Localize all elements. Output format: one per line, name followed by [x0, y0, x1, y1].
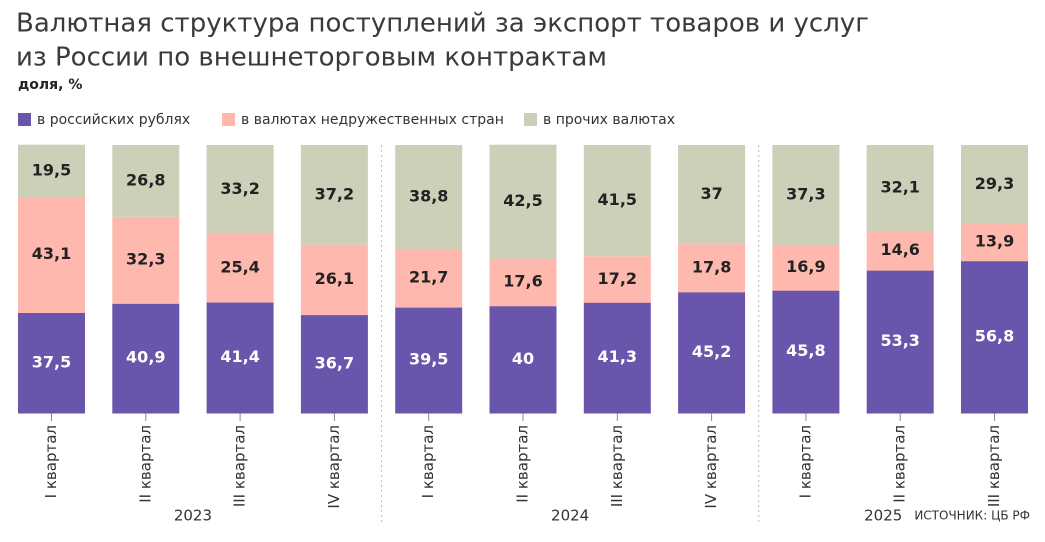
bar-segment — [18, 312, 85, 414]
value-label: 37,5 — [32, 352, 71, 371]
value-label: 14,6 — [880, 240, 919, 259]
x-tick-label: I квартал — [419, 425, 437, 498]
value-label: 32,3 — [126, 250, 165, 269]
bar-segment — [300, 314, 368, 414]
value-label: 26,1 — [315, 269, 354, 288]
legend-label: в прочих валютах — [543, 112, 675, 128]
value-label: 41,3 — [598, 347, 637, 366]
value-label: 41,5 — [598, 190, 637, 209]
bar-segment — [772, 145, 840, 245]
value-label: 40 — [512, 349, 534, 368]
bar-segment — [395, 307, 463, 414]
chart-title: Валютная структура поступлений за экспор… — [16, 9, 869, 39]
bar-segment — [678, 244, 746, 293]
value-label: 17,2 — [598, 269, 637, 288]
x-tick-label: III квартал — [231, 425, 249, 507]
x-tick-label: II квартал — [136, 425, 154, 503]
x-tick-label: IV квартал — [325, 425, 343, 509]
x-tick-label: IV квартал — [702, 425, 720, 509]
x-tick-label: III квартал — [985, 425, 1003, 507]
value-label: 42,5 — [503, 191, 542, 210]
value-label: 36,7 — [315, 353, 354, 372]
bar-segment — [206, 302, 274, 414]
value-label: 21,7 — [409, 268, 448, 287]
bar-segment — [772, 244, 840, 291]
bar-segment — [489, 305, 557, 414]
bar-segment — [489, 258, 557, 307]
year-label: 2024 — [551, 507, 589, 525]
bar-segment — [866, 145, 934, 232]
source: ИСТОЧНИК: ЦБ РФ — [914, 509, 1030, 523]
bar-segment — [961, 145, 1028, 224]
value-label: 45,8 — [786, 341, 825, 360]
x-tick-label: III квартал — [608, 425, 626, 507]
value-label: 19,5 — [32, 160, 71, 179]
legend-swatch — [18, 113, 31, 126]
chart-subtitle: доля, % — [18, 77, 82, 93]
value-label: 39,5 — [409, 350, 448, 369]
bar-segment — [678, 291, 746, 414]
bar-segment — [678, 145, 746, 245]
bar-segment — [112, 216, 180, 304]
bar-segment — [583, 145, 651, 257]
bar-segment — [583, 256, 651, 303]
value-label: 29,3 — [975, 174, 1014, 193]
bar-segment — [300, 244, 368, 316]
value-label: 33,2 — [220, 179, 259, 198]
bar-segment — [300, 145, 368, 245]
value-label: 17,8 — [692, 258, 731, 277]
value-label: 38,8 — [409, 186, 448, 205]
bar-segment — [961, 223, 1028, 262]
value-label: 32,1 — [880, 178, 919, 197]
value-label: 16,9 — [786, 257, 825, 276]
bar-segment — [395, 248, 463, 308]
year-label: 2023 — [174, 507, 212, 525]
legend-label: в российских рублях — [37, 112, 190, 128]
value-label: 43,1 — [32, 244, 71, 263]
bar-segment — [489, 144, 557, 259]
value-label: 37 — [700, 184, 722, 203]
value-label: 25,4 — [220, 258, 259, 277]
x-tick-label: I квартал — [42, 425, 60, 498]
chart-title: из России по внешнеторговым контрактам — [16, 43, 607, 73]
value-label: 26,8 — [126, 170, 165, 189]
value-label: 40,9 — [126, 348, 165, 367]
bar-segment — [583, 302, 651, 414]
legend-label: в валютах недружественных стран — [241, 112, 504, 128]
value-label: 45,2 — [692, 342, 731, 361]
bar-segment — [866, 270, 934, 414]
value-label: 37,2 — [315, 184, 354, 203]
bar-segment — [18, 196, 85, 313]
bar-segment — [206, 145, 274, 234]
value-label: 17,6 — [503, 272, 542, 291]
legend-swatch — [524, 113, 537, 126]
value-label: 37,3 — [786, 184, 825, 203]
bar-segment — [112, 145, 180, 217]
bar-segment — [112, 303, 180, 414]
value-label: 56,8 — [975, 326, 1014, 345]
value-label: 53,3 — [880, 331, 919, 350]
x-tick-label: II квартал — [514, 425, 532, 503]
x-tick-label: I квартал — [796, 425, 814, 498]
year-label: 2025 — [864, 507, 902, 525]
bar-segment — [206, 233, 274, 303]
bar-segment — [18, 144, 85, 197]
legend-swatch — [222, 113, 235, 126]
x-tick-label: II квартал — [891, 425, 909, 503]
bar-segment — [866, 231, 934, 271]
value-label: 13,9 — [975, 232, 1014, 251]
bar-segment — [395, 145, 463, 249]
bar-segment — [772, 290, 840, 414]
value-label: 41,4 — [220, 347, 259, 366]
bar-segment — [961, 260, 1028, 414]
